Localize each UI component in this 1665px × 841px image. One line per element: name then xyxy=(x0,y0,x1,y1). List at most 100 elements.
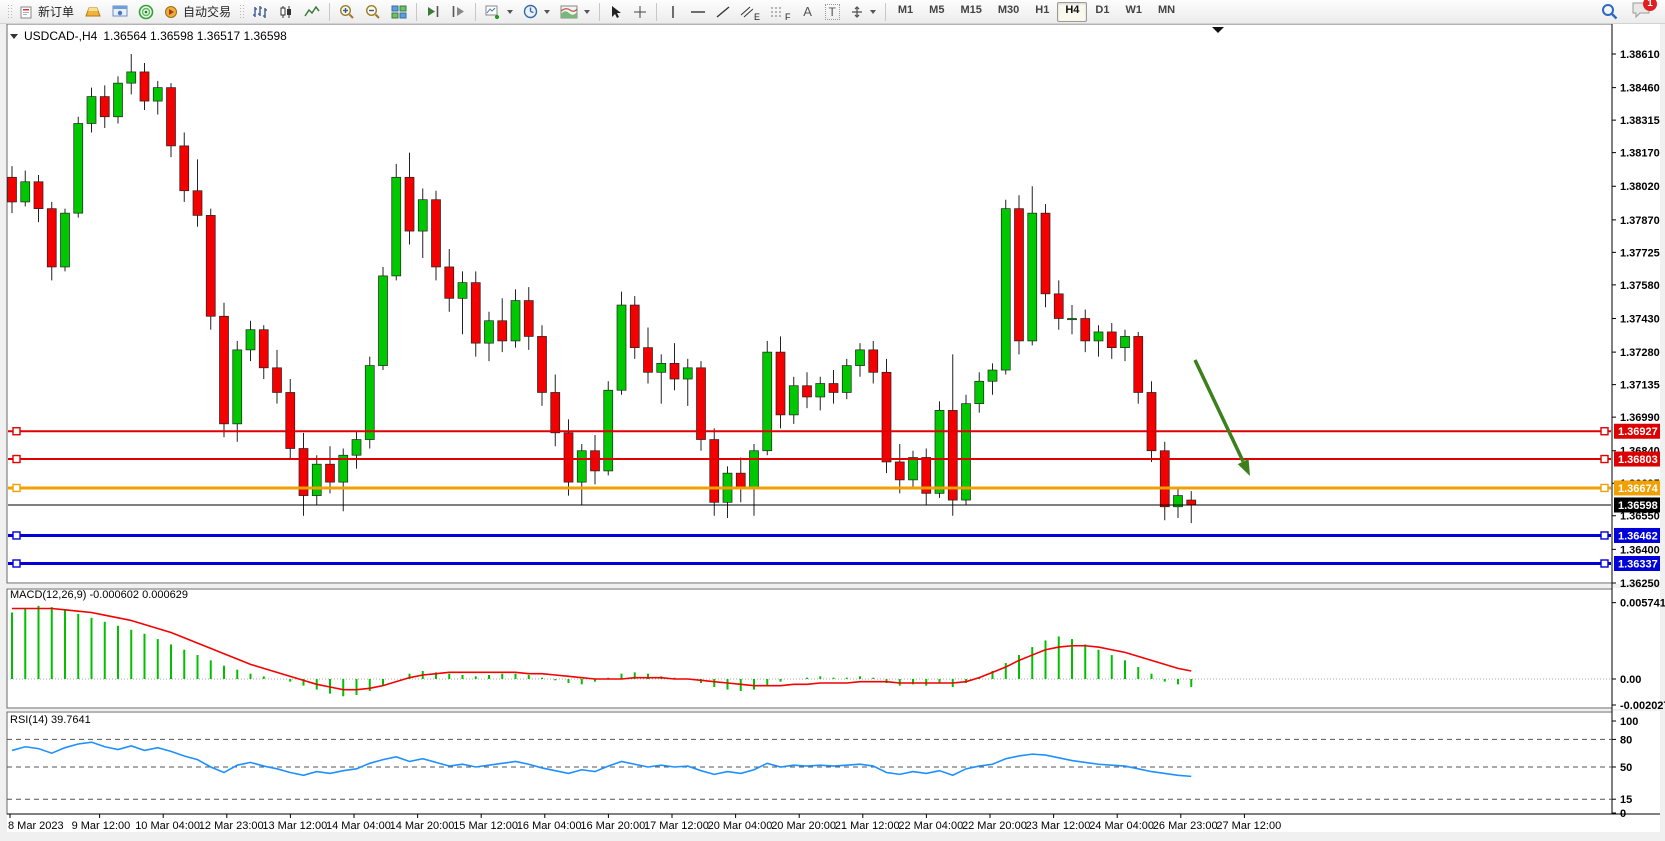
search-button[interactable] xyxy=(1596,1,1623,23)
candle-body xyxy=(550,392,561,434)
auto-trading-label: 自动交易 xyxy=(183,5,232,19)
terminal-window-button[interactable] xyxy=(107,1,133,23)
candle-body xyxy=(497,320,508,342)
candle-body xyxy=(815,383,826,398)
new-chart-dropdown[interactable] xyxy=(480,1,518,23)
crosshair-button[interactable] xyxy=(628,1,652,23)
horizontal-lines[interactable] xyxy=(8,427,1611,568)
equidistant-channel-button[interactable]: E xyxy=(735,1,765,23)
svg-text:1.37725: 1.37725 xyxy=(1620,247,1660,259)
template-dropdown[interactable] xyxy=(555,1,595,23)
price-axis[interactable]: 1.38610 1.38460 1.38315 1.38170 1.38020 1.378… xyxy=(1612,49,1660,590)
chart-shift-button[interactable] xyxy=(446,1,471,23)
candlestick-chart-button[interactable] xyxy=(273,1,299,23)
candle-body xyxy=(802,385,812,398)
toolbar-separator xyxy=(884,2,886,21)
text-button[interactable]: A xyxy=(796,1,820,23)
vertical-line-icon xyxy=(668,5,678,19)
timeframe-button-m1[interactable]: M1 xyxy=(897,3,914,16)
zoom-in-button[interactable] xyxy=(334,1,360,23)
svg-text:1.37580: 1.37580 xyxy=(1620,280,1660,292)
trendline-button[interactable] xyxy=(711,1,735,23)
auto-scroll-button[interactable] xyxy=(421,1,446,23)
timeframe-button-w1[interactable]: W1 xyxy=(1125,3,1142,16)
signal-icon xyxy=(138,4,154,20)
line-handle xyxy=(12,454,21,464)
candle-body xyxy=(1093,331,1104,342)
candle-body xyxy=(298,448,309,496)
time-label: 13 Mar 12:00 xyxy=(262,820,327,832)
svg-text:1.36550: 1.36550 xyxy=(1620,511,1660,523)
candle-body xyxy=(232,349,243,425)
gold-ingot-button[interactable] xyxy=(79,1,107,23)
zoom-in-icon xyxy=(339,4,355,20)
timeframe-button-h4[interactable]: H4 xyxy=(1057,1,1088,22)
time-label: 21 Mar 12:00 xyxy=(835,820,900,832)
signal-button[interactable] xyxy=(133,1,159,23)
candle-body xyxy=(126,71,137,84)
timeframe-button-d1[interactable]: D1 xyxy=(1095,3,1110,16)
timeframe-button-m15[interactable]: M15 xyxy=(960,3,982,16)
candle-body xyxy=(113,82,123,118)
time-label: 12 Mar 23:00 xyxy=(199,820,264,832)
line-handle xyxy=(12,483,21,493)
chart-shift-marker[interactable] xyxy=(1212,27,1224,33)
fibonacci-button[interactable]: F xyxy=(765,1,796,23)
svg-text:1.37870: 1.37870 xyxy=(1620,215,1660,227)
candle-body xyxy=(881,371,892,463)
price-tag xyxy=(1614,527,1660,543)
horizontal-line-button[interactable] xyxy=(685,1,711,23)
timeframe-button-h1[interactable]: H1 xyxy=(1035,3,1050,16)
candle-body xyxy=(987,369,998,382)
svg-text:1.38020: 1.38020 xyxy=(1620,181,1660,193)
auto-trading-button[interactable]: 自动交易 xyxy=(159,1,236,23)
bar-chart-button[interactable] xyxy=(247,1,273,23)
candle-body xyxy=(378,275,388,366)
timeframe-button-mn[interactable]: MN xyxy=(1157,3,1176,16)
arrow-annotation[interactable] xyxy=(1193,359,1250,476)
cursor-button[interactable] xyxy=(604,1,628,23)
candle-body xyxy=(921,457,932,494)
candle-body xyxy=(749,450,759,490)
tile-windows-button[interactable] xyxy=(386,1,412,23)
time-label: 9 Mar 12:00 xyxy=(72,820,131,832)
time-label: 8 Mar 2023 xyxy=(8,820,64,832)
candle-body xyxy=(470,282,481,344)
svg-text:1.36927: 1.36927 xyxy=(1618,426,1658,438)
candle-body xyxy=(20,181,31,203)
candle-body xyxy=(1027,212,1038,342)
notifications-button[interactable]: 1 xyxy=(1631,0,1657,23)
line-handle xyxy=(1600,427,1609,436)
text-label-icon: T xyxy=(824,3,840,20)
time-label: 16 Mar 04:00 xyxy=(517,820,582,832)
candle-body xyxy=(417,199,428,232)
price-tag xyxy=(1614,480,1660,496)
new-order-button[interactable]: 新订单 xyxy=(15,1,79,23)
svg-text:0: 0 xyxy=(1620,808,1626,820)
zoom-out-button[interactable] xyxy=(360,1,386,23)
toolbar-grip xyxy=(7,3,12,20)
new-order-icon xyxy=(20,5,34,19)
chevron-down-icon xyxy=(507,9,514,14)
vertical-line-button[interactable] xyxy=(661,1,685,23)
candle-body xyxy=(351,439,362,456)
svg-text:1.38170: 1.38170 xyxy=(1620,148,1660,160)
timeframe-button-m5[interactable]: M5 xyxy=(929,3,945,16)
text-label-button[interactable]: T xyxy=(820,1,845,23)
terminal-window-icon xyxy=(112,5,128,19)
timeframe-button-m30[interactable]: M30 xyxy=(997,3,1020,16)
candle-body xyxy=(404,176,415,232)
main-toolbar: 新订单 自动交易 xyxy=(0,0,1665,24)
new-chart-icon xyxy=(485,5,501,19)
line-chart-button[interactable] xyxy=(299,1,325,23)
arrows-dropdown[interactable] xyxy=(845,1,881,23)
text-icon: A xyxy=(803,4,812,19)
candle-body xyxy=(934,410,945,494)
candle-body xyxy=(444,266,455,299)
svg-text:1.38315: 1.38315 xyxy=(1620,115,1660,127)
candle-body xyxy=(894,461,905,481)
candle-body xyxy=(484,320,494,344)
clock-icon xyxy=(523,4,538,19)
period-dropdown[interactable] xyxy=(518,1,555,23)
